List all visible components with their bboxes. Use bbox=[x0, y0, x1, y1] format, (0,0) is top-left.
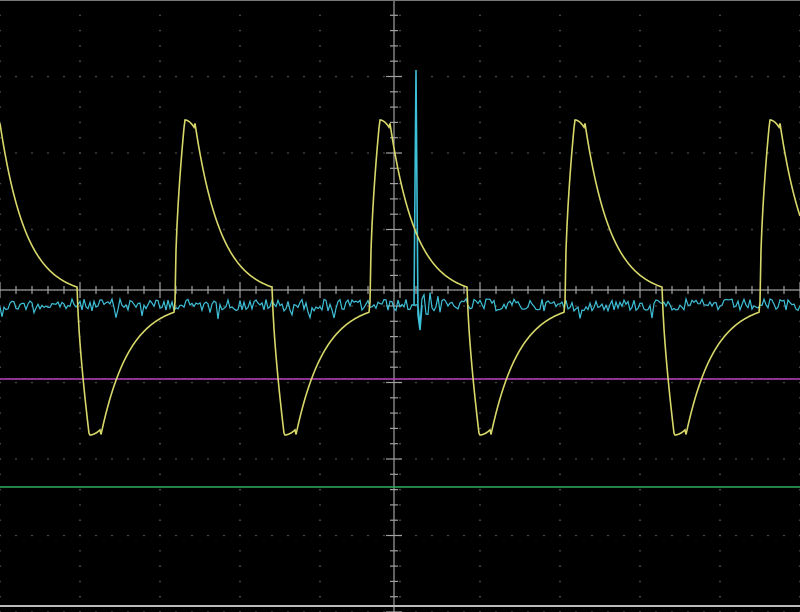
oscilloscope-display bbox=[0, 0, 800, 612]
